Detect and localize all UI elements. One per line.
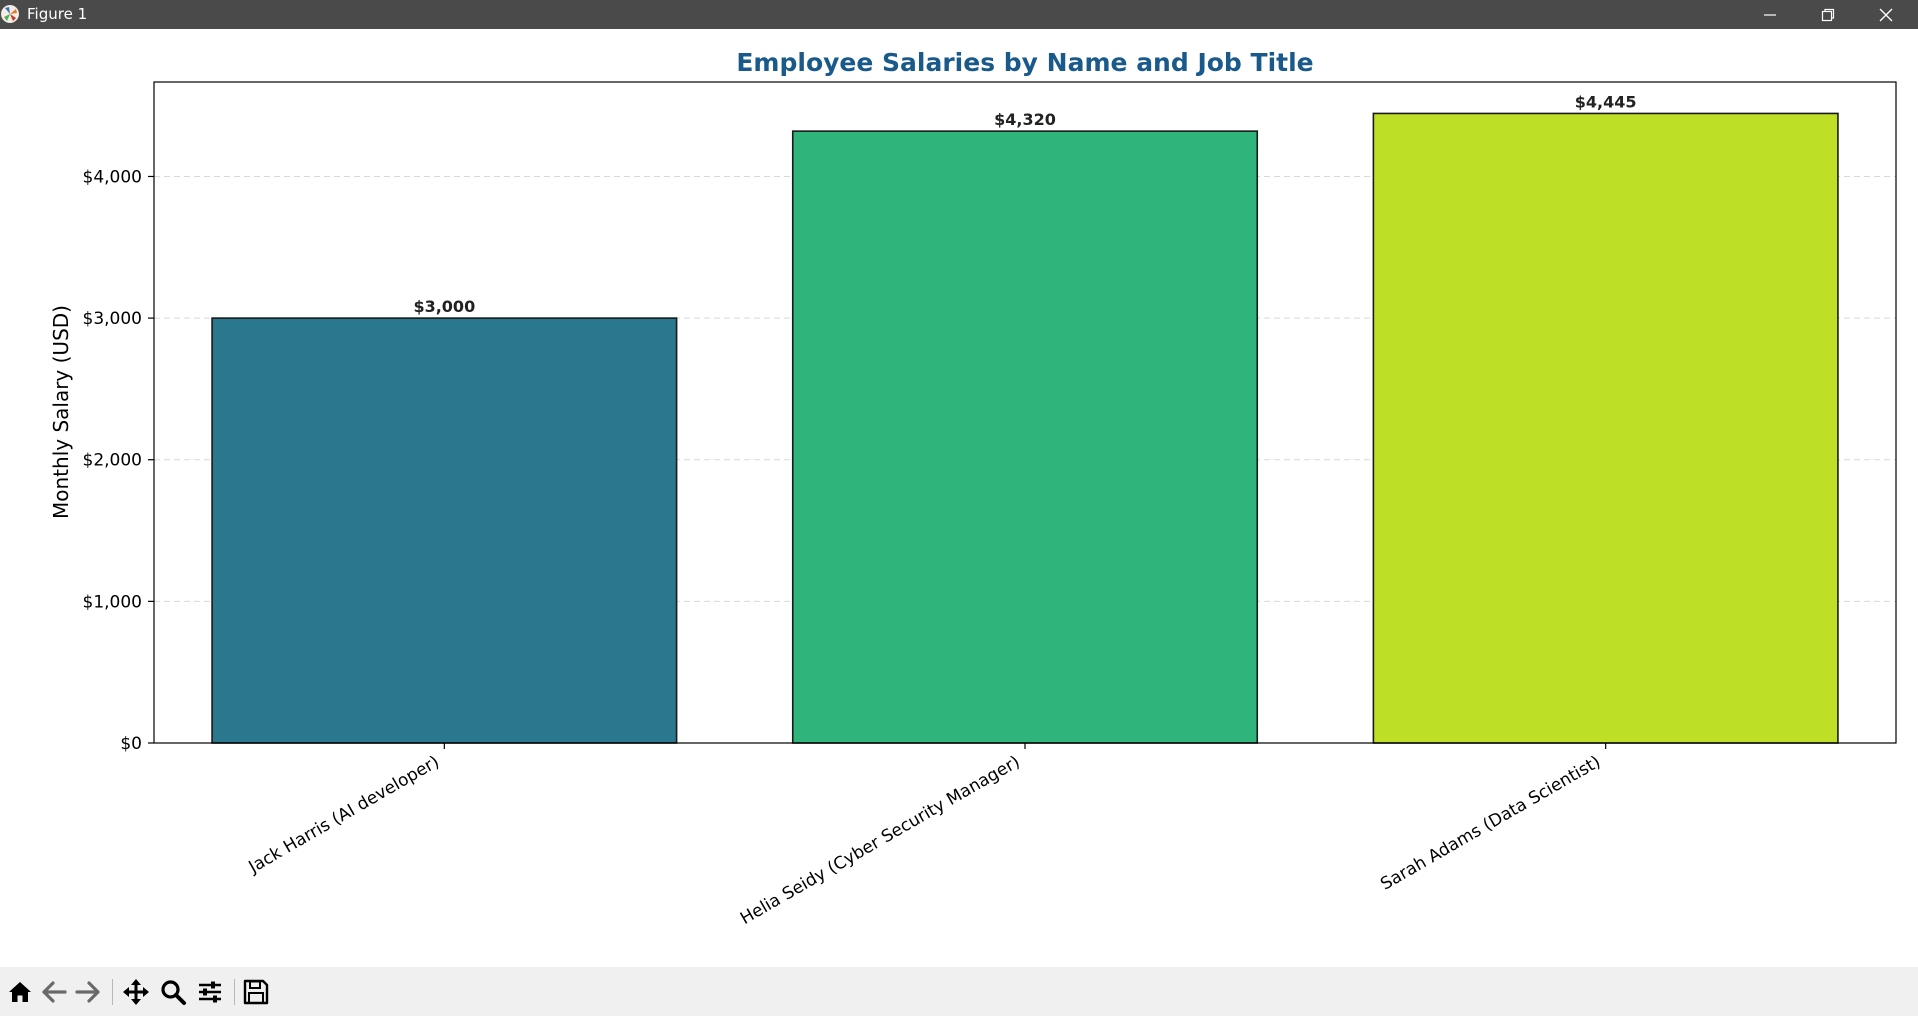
y-tick-label: $2,000 <box>83 451 142 471</box>
y-tick-label: $0 <box>120 734 142 754</box>
magnifier-icon <box>161 980 186 1005</box>
bar-value-label: $4,320 <box>994 110 1056 129</box>
close-button[interactable] <box>1858 0 1914 29</box>
zoom-button[interactable] <box>157 976 189 1008</box>
toolbar-separator <box>234 979 235 1005</box>
bar <box>791 130 1259 744</box>
bar-chart: $0 $1,000 $2,000 $3,000 $4,000 Jack Harris (… <box>49 48 1897 929</box>
y-tick-label: $1,000 <box>83 592 142 612</box>
x-tick-label: Jack Harris (AI developer) <box>245 752 443 878</box>
pan-button[interactable] <box>120 976 152 1008</box>
move-icon <box>123 979 149 1005</box>
y-tick-label: $4,000 <box>83 167 142 187</box>
bar <box>1372 112 1839 744</box>
minimize-button[interactable] <box>1742 0 1798 29</box>
restore-icon <box>1821 8 1835 21</box>
bar-value-labels: $3,000 $4,320 $4,445 <box>413 92 1636 316</box>
x-axis-ticks: Jack Harris (AI developer) Helia Seidy (C… <box>245 743 1607 929</box>
navigation-toolbar <box>0 967 1918 1016</box>
minimize-icon <box>1764 13 1776 16</box>
close-icon <box>1879 8 1893 21</box>
configure-subplots-button[interactable] <box>194 976 226 1008</box>
y-axis-ticks: $0 $1,000 $2,000 $3,000 $4,000 <box>83 167 154 754</box>
y-axis-label: Monthly Salary (USD) <box>49 305 73 519</box>
x-tick-label: Sarah Adams (Data Scientist) <box>1377 752 1604 895</box>
window-title: Figure 1 <box>27 5 88 23</box>
back-button[interactable] <box>38 976 70 1008</box>
forward-button[interactable] <box>72 976 104 1008</box>
home-button[interactable] <box>4 976 36 1008</box>
bar <box>211 317 678 744</box>
x-tick-label: Helia Seidy (Cyber Security Manager) <box>737 752 1024 929</box>
chart-title: Employee Salaries by Name and Job Title <box>736 48 1313 77</box>
bar-value-label: $3,000 <box>413 297 475 316</box>
arrow-right-icon <box>75 981 100 1003</box>
toolbar-separator <box>112 979 113 1005</box>
home-icon <box>9 982 31 1002</box>
bars <box>211 112 1839 744</box>
y-tick-label: $3,000 <box>83 309 142 329</box>
sliders-icon <box>199 981 221 1003</box>
save-button[interactable] <box>240 976 272 1008</box>
figure-canvas: $0 $1,000 $2,000 $3,000 $4,000 Jack Harris (… <box>0 29 1918 967</box>
restore-button[interactable] <box>1800 0 1856 29</box>
arrow-left-icon <box>42 981 67 1003</box>
floppy-disk-icon <box>243 979 269 1005</box>
matplotlib-logo-icon <box>1 5 19 23</box>
title-bar: Figure 1 <box>0 0 1918 29</box>
bar-value-label: $4,445 <box>1575 92 1637 111</box>
